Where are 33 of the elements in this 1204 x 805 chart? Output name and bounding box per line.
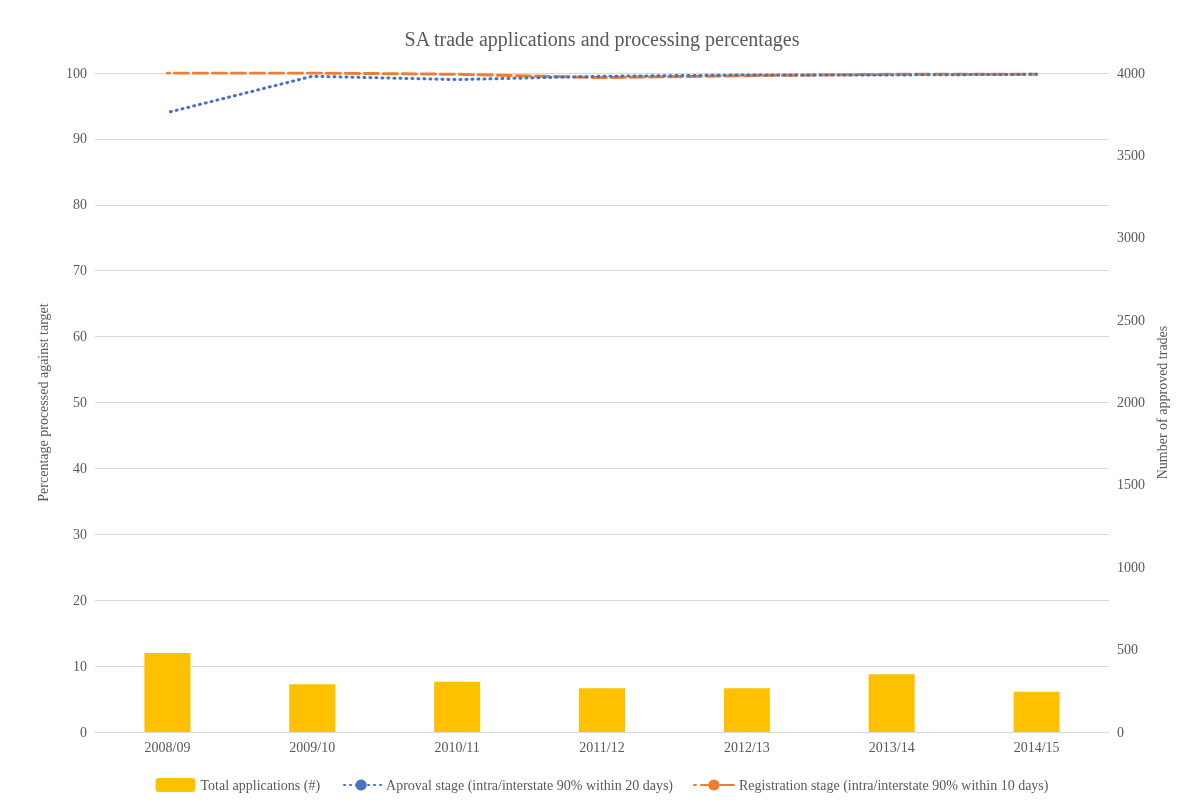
y2-axis-title: Number of approved trades <box>1155 325 1171 480</box>
y2-tick-label: 4000 <box>1117 65 1145 81</box>
x-tick-label: 2014/15 <box>1013 739 1060 755</box>
x-tick-label: 2011/12 <box>579 739 625 755</box>
y-tick-label: 20 <box>73 592 87 608</box>
y2-tick-label: 2000 <box>1117 395 1145 410</box>
x-tick-label: 2013/14 <box>868 739 915 755</box>
y-tick-label: 80 <box>73 197 87 213</box>
y-tick-label: 60 <box>73 329 87 345</box>
y-tick-label: 70 <box>73 263 87 279</box>
legend-label: Aproval stage (intra/interstate 90% within 20 days) <box>386 777 674 794</box>
y-tick-label: 10 <box>73 658 87 674</box>
y2-tick-label: 3000 <box>1117 230 1145 246</box>
y-tick-label: 40 <box>73 460 87 476</box>
x-tick-label: 2008/09 <box>144 739 191 755</box>
y-tick-label: 100 <box>66 65 87 81</box>
legend-label: Total applications (#) <box>200 777 321 794</box>
y-axis-title: Percentage processed against target <box>35 303 51 502</box>
y2-tick-label: 1500 <box>1117 477 1145 493</box>
y-tick-label: 30 <box>73 526 87 542</box>
x-tick-label: 2010/11 <box>434 739 480 755</box>
legend-label: Registration stage (intra/interstate 90% within 10 days) <box>738 777 1049 794</box>
chart-title: SA trade applications and processing percentages <box>404 28 800 51</box>
y-tick-label: 50 <box>73 395 87 410</box>
x-tick-label: 2012/13 <box>723 739 770 755</box>
y2-tick-label: 500 <box>1117 642 1138 658</box>
y-tick-label: 90 <box>73 131 87 147</box>
y2-tick-label: 3500 <box>1117 147 1145 163</box>
y2-tick-label: 2500 <box>1117 312 1145 328</box>
y2-tick-label: 1000 <box>1117 559 1145 575</box>
y2-tick-label: 0 <box>1117 724 1124 740</box>
x-tick-label: 2009/10 <box>289 739 336 755</box>
y-tick-label: 0 <box>80 724 87 740</box>
